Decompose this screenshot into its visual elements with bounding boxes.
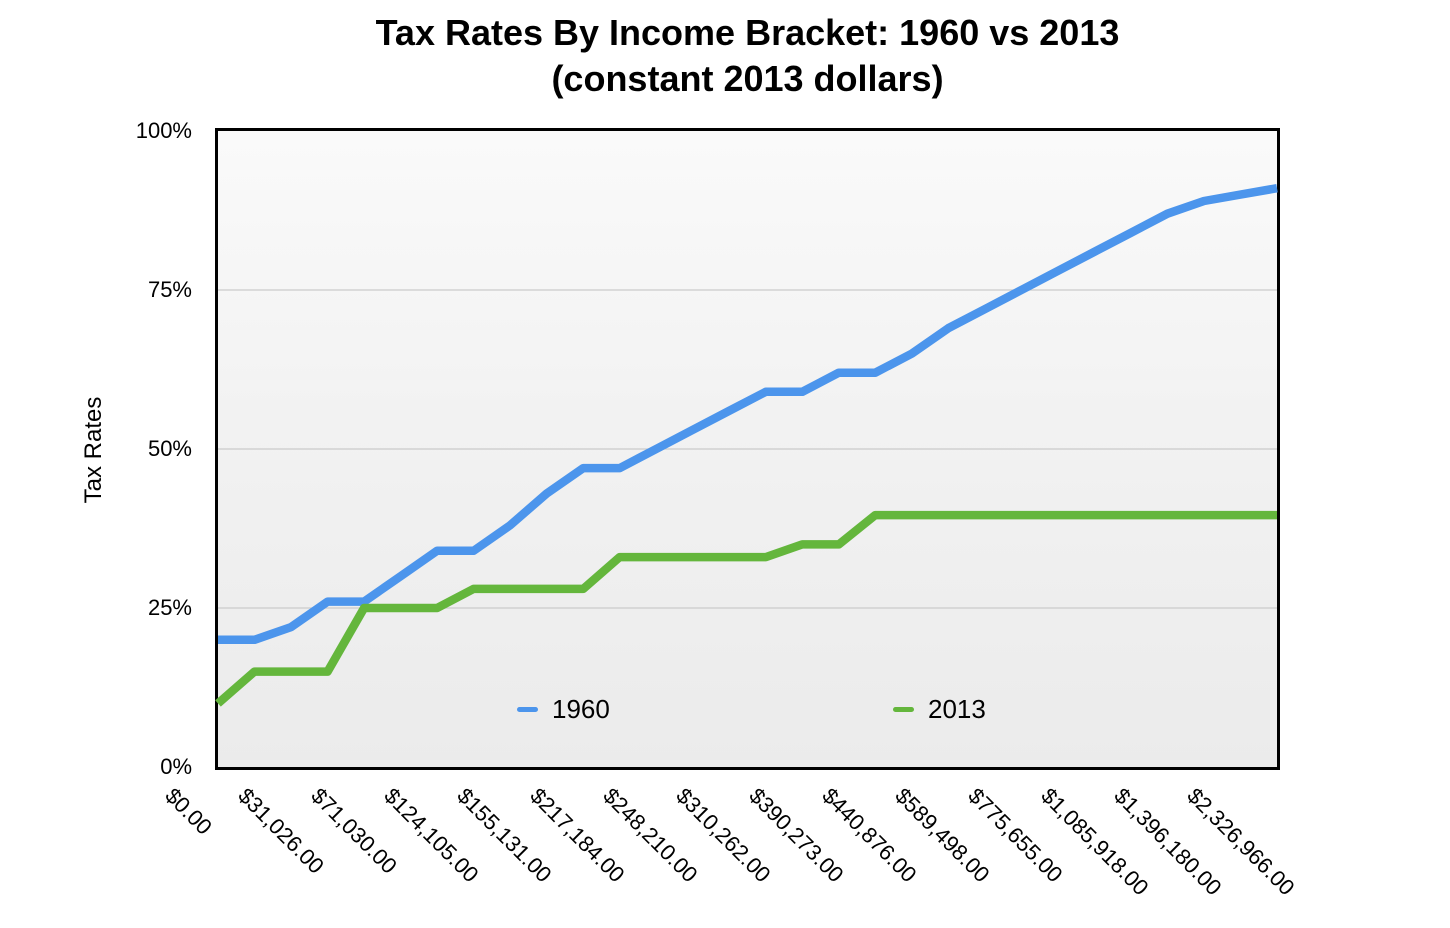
legend-item-2013: 2013 [893,694,986,725]
x-tick-$0.00: $0.00 [160,783,217,840]
y-tick-50%: 50% [147,436,192,461]
chart-title: Tax Rates By Income Bracket: 1960 vs 201… [375,12,1120,53]
legend-label-2013: 2013 [928,694,986,724]
series-line-1960 [218,184,1278,645]
y-tick-0%: 0% [160,754,192,779]
legend-item-1960: 1960 [517,694,610,725]
y-tick-100%: 100% [135,118,192,143]
legend-swatch-2013 [893,707,914,712]
y-tick-25%: 25% [147,595,192,620]
chart-title-block: Tax Rates By Income Bracket: 1960 vs 201… [218,10,1277,102]
series-line-2013 [215,510,1277,707]
legend-label-1960: 1960 [552,694,610,724]
legend-swatch-1960 [517,707,538,712]
chart-subtitle: (constant 2013 dollars) [551,58,944,99]
chart-lines-svg [215,184,1278,707]
plot-area: 1960 2013 [215,128,1280,770]
y-tick-75%: 75% [147,277,192,302]
